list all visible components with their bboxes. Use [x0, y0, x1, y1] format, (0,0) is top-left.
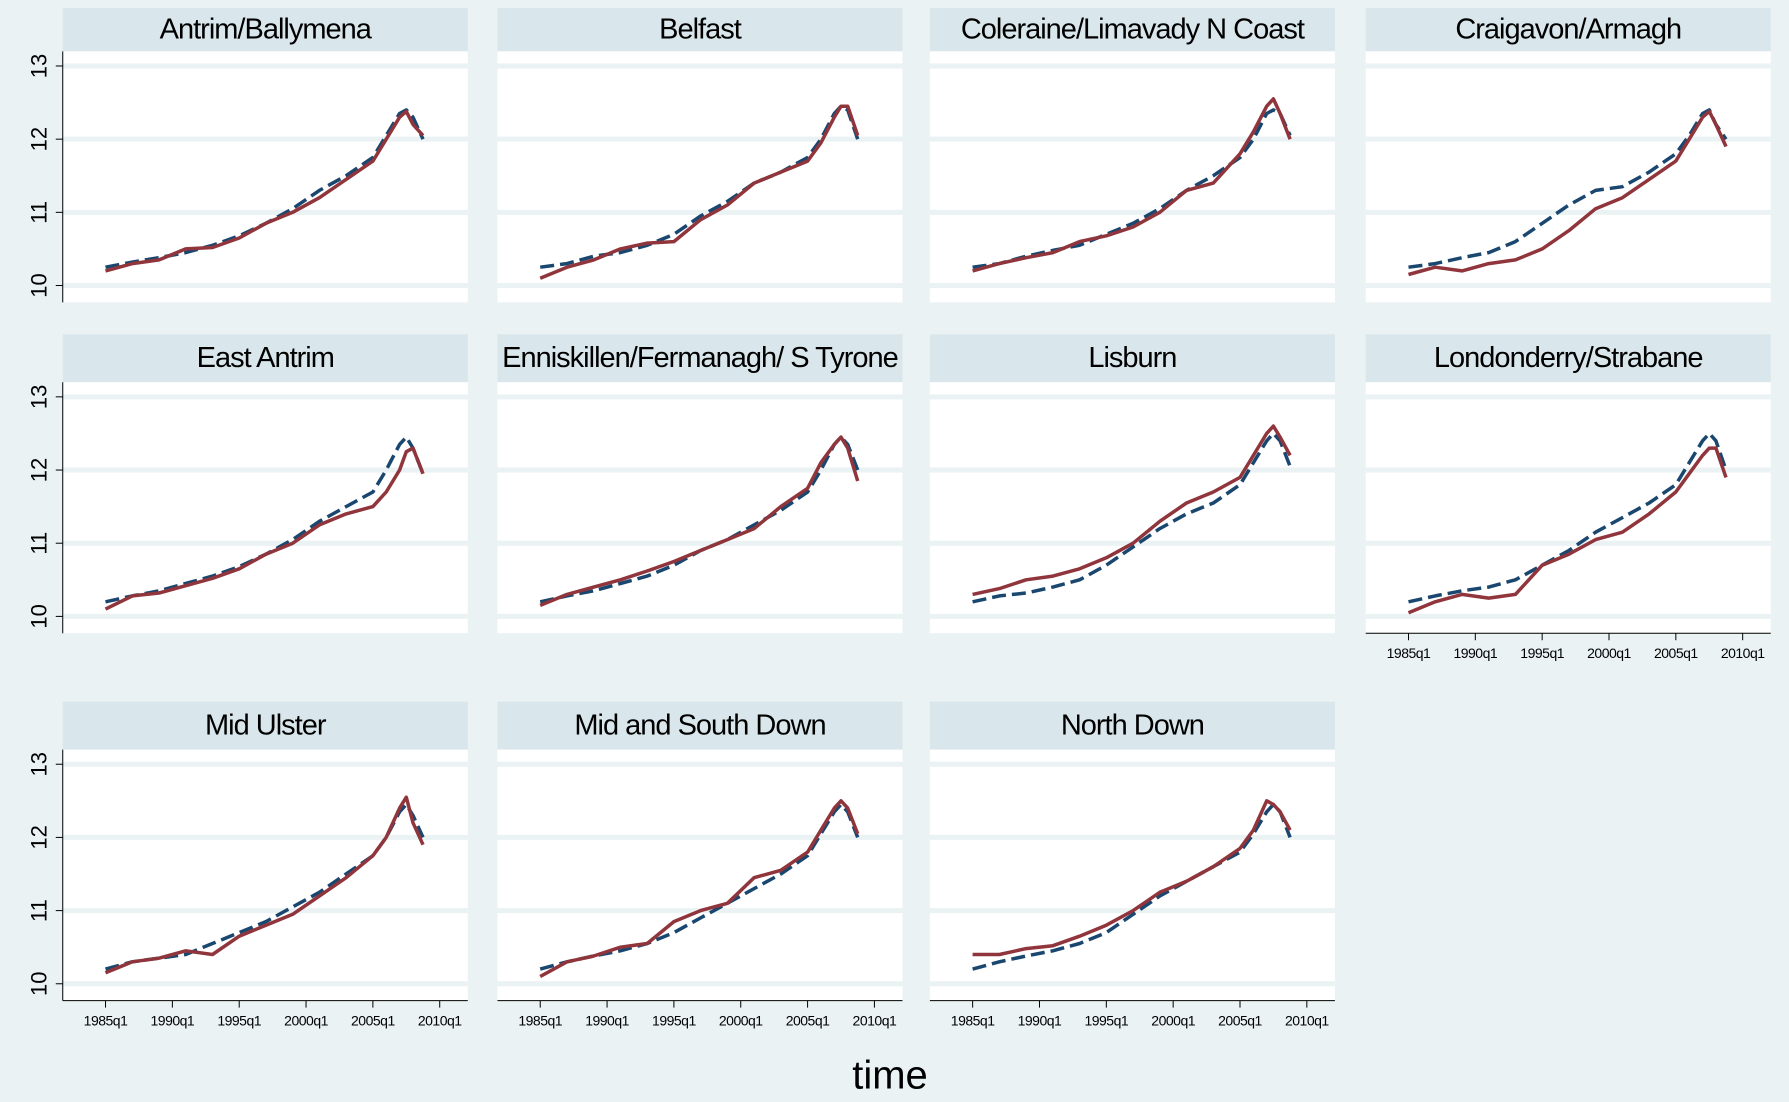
series-line	[972, 799, 1292, 957]
panel-title: North Down	[1061, 709, 1204, 741]
x-tick-label: 1990q1	[585, 1012, 629, 1028]
series-line	[105, 802, 425, 971]
x-tick-label: 1985q1	[84, 1012, 128, 1028]
panel-title: Lisburn	[1088, 342, 1176, 374]
series-line	[104, 446, 425, 611]
y-tick-label: 12	[27, 458, 52, 482]
x-tick-label: 1990q1	[1453, 645, 1497, 661]
x-tick-label: 2005q1	[786, 1012, 830, 1028]
plot-area	[497, 749, 903, 1001]
x-tick-label: 1995q1	[1084, 1012, 1128, 1028]
y-tick-label: 10	[27, 972, 52, 996]
x-tick-label: 2010q1	[853, 1012, 897, 1028]
y-tick-label: 13	[27, 752, 52, 776]
panel-title: Mid Ulster	[205, 709, 327, 741]
x-tick-label: 1995q1	[1520, 645, 1564, 661]
panel-title: Belfast	[659, 13, 742, 45]
panel-header	[929, 334, 1335, 383]
y-tick-label: 13	[27, 54, 52, 78]
series-line	[972, 431, 1292, 604]
x-axis-title: time	[852, 1054, 928, 1098]
panel-header	[62, 334, 468, 383]
y-tick-label: 12	[27, 825, 52, 849]
plot-area	[62, 382, 468, 634]
series-line	[539, 799, 860, 979]
panel-header	[497, 701, 903, 750]
panel-header	[1365, 334, 1771, 383]
series-line	[539, 104, 860, 280]
panel-title: Londonderry/Strabane	[1434, 342, 1703, 374]
plot-area	[1365, 51, 1771, 303]
series-line	[1407, 446, 1728, 615]
panel-header	[497, 334, 903, 383]
series-line	[972, 424, 1292, 597]
x-tick-label: 1990q1	[151, 1012, 195, 1028]
x-tick-label: 1985q1	[518, 1012, 562, 1028]
plot-area	[62, 51, 468, 303]
x-tick-label: 2000q1	[1151, 1012, 1195, 1028]
series-line	[972, 97, 1292, 273]
series-line	[972, 802, 1292, 971]
x-tick-label: 2010q1	[1721, 645, 1765, 661]
panel-header	[62, 701, 468, 750]
series-line	[104, 795, 425, 975]
y-tick-label: 13	[27, 385, 52, 409]
plot-area	[929, 51, 1335, 303]
x-tick-label: 2005q1	[351, 1012, 395, 1028]
plot-area	[929, 382, 1335, 634]
y-tick-label: 11	[27, 201, 52, 224]
series-line	[105, 109, 425, 273]
panel-header	[497, 7, 903, 52]
panel-header	[929, 701, 1335, 750]
x-tick-label: 1985q1	[1387, 645, 1431, 661]
y-tick-label: 11	[27, 899, 52, 922]
x-tick-label: 2000q1	[284, 1012, 328, 1028]
y-tick-label: 10	[27, 604, 52, 628]
series-line	[539, 435, 860, 608]
x-tick-label: 2010q1	[1285, 1012, 1329, 1028]
panel-title: Mid and South Down	[574, 709, 825, 741]
y-tick-label: 11	[27, 532, 52, 555]
series-line	[1408, 108, 1728, 269]
plot-area	[1365, 382, 1771, 634]
x-tick-label: 2000q1	[1587, 645, 1631, 661]
panel-title: Enniskillen/Fermanagh/ S Tyrone	[502, 342, 898, 374]
panel-title: Antrim/Ballymena	[160, 13, 373, 45]
panel-title: East Antrim	[197, 342, 334, 374]
plot-area	[497, 51, 903, 303]
panel-header	[62, 7, 468, 52]
panel-header	[1365, 7, 1771, 52]
x-tick-label: 2005q1	[1218, 1012, 1262, 1028]
y-tick-label: 12	[27, 127, 52, 151]
panel-title: Craigavon/Armagh	[1455, 13, 1681, 45]
x-tick-label: 1985q1	[951, 1012, 995, 1028]
x-tick-label: 2000q1	[719, 1012, 763, 1028]
x-tick-label: 1995q1	[217, 1012, 261, 1028]
y-tick-label: 10	[27, 273, 52, 297]
panel-title: Coleraine/Limavady N Coast	[961, 13, 1305, 45]
series-line	[105, 435, 425, 604]
x-tick-label: 2010q1	[418, 1012, 462, 1028]
x-tick-label: 1990q1	[1018, 1012, 1062, 1028]
x-tick-label: 1995q1	[652, 1012, 696, 1028]
plot-area	[929, 749, 1335, 1001]
series-line	[1408, 109, 1728, 277]
panel-header	[929, 7, 1335, 52]
plot-area	[497, 382, 903, 634]
x-tick-label: 2005q1	[1654, 645, 1698, 661]
plot-area	[62, 749, 468, 1001]
series-line	[1408, 431, 1728, 604]
